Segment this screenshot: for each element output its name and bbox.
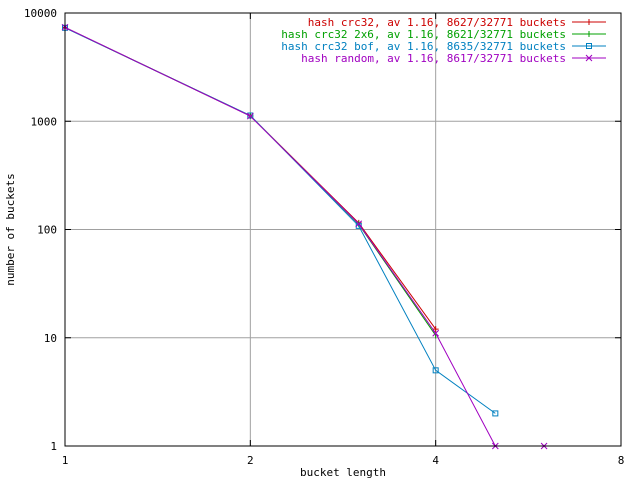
legend-swatch-marker <box>586 19 592 25</box>
y-tick-label: 10 <box>44 332 57 345</box>
plot-frame <box>64 12 622 447</box>
y-tick-label: 1000 <box>31 115 58 128</box>
legend-entry: hash crc32, av 1.16, 8627/32771 buckets <box>308 16 606 29</box>
y-axis-label: number of buckets <box>4 173 17 286</box>
y-tick-label: 10000 <box>24 7 57 20</box>
data-point <box>432 367 439 374</box>
y-tick-label: 100 <box>37 224 57 237</box>
legend-entry: hash crc32 bof, av 1.16, 8635/32771 buck… <box>281 40 606 53</box>
data-point <box>432 326 439 333</box>
y-tick-label: 1 <box>50 440 57 453</box>
x-tick-label: 1 <box>62 454 69 467</box>
legend-label: hash crc32, av 1.16, 8627/32771 buckets <box>308 16 566 29</box>
legend-label: hash crc32 bof, av 1.16, 8635/32771 buck… <box>281 40 566 53</box>
legend-entry: hash crc32 2x6, av 1.16, 8621/32771 buck… <box>281 28 606 41</box>
x-tick-label: 8 <box>618 454 625 467</box>
data-point <box>492 410 499 417</box>
legend-swatch-marker <box>586 43 592 49</box>
legend-label: hash random, av 1.16, 8617/32771 buckets <box>301 52 566 65</box>
tick-labels: 1 2 4 8 1 10 100 1000 10000 <box>24 7 624 467</box>
legend-label: hash crc32 2x6, av 1.16, 8621/32771 buck… <box>281 28 566 41</box>
legend: hash crc32, av 1.16, 8627/32771 bucketsh… <box>281 16 606 65</box>
x-tick-label: 2 <box>247 454 254 467</box>
x-tick-label: 4 <box>432 454 439 467</box>
grid-lines <box>65 13 621 446</box>
x-axis-label: bucket length <box>300 466 386 479</box>
data-point <box>432 329 440 337</box>
data-point <box>355 220 363 228</box>
data-point <box>246 112 254 120</box>
legend-entry: hash random, av 1.16, 8617/32771 buckets <box>301 52 606 65</box>
legend-swatch-marker <box>585 54 593 62</box>
data-point <box>247 112 254 119</box>
